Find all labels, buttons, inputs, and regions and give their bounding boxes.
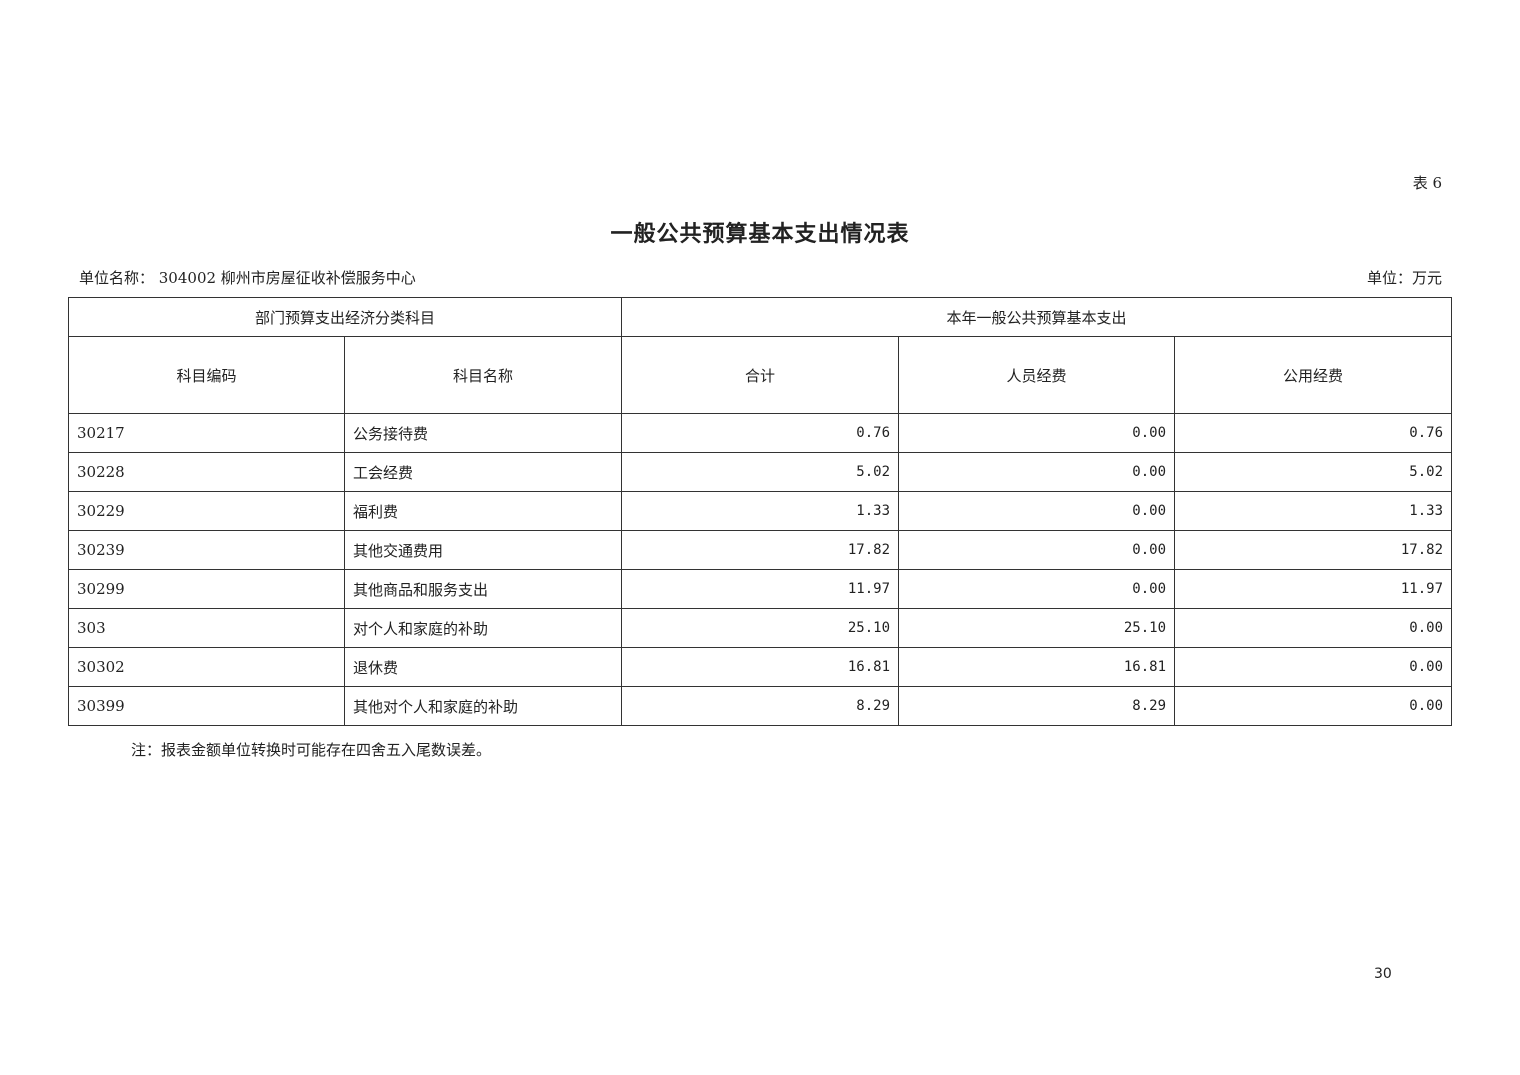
cell-code: 30399 bbox=[68, 686, 345, 726]
cell-public: 17.82 bbox=[1174, 530, 1453, 570]
cell-name: 退休费 bbox=[343, 647, 623, 687]
header-group-left: 部门预算支出经济分类科目 bbox=[67, 297, 623, 337]
cell-personnel: 8.29 bbox=[898, 686, 1176, 726]
page-title: 一般公共预算基本支出情况表 bbox=[610, 221, 910, 247]
column-header: 人员经费 bbox=[898, 336, 1176, 414]
unit-name: 单位名称： 304002 柳州市房屋征收补偿服务中心 bbox=[79, 269, 416, 287]
cell-name: 其他交通费用 bbox=[343, 530, 623, 570]
table-row: 30229 福利费 1.33 0.00 1.33 bbox=[68, 491, 1453, 531]
cell-total: 17.82 bbox=[621, 530, 900, 570]
cell-name: 其他商品和服务支出 bbox=[343, 569, 623, 609]
currency-unit: 单位：万元 bbox=[1366, 269, 1442, 287]
table-row: 30217 公务接待费 0.76 0.00 0.76 bbox=[68, 413, 1453, 453]
cell-code: 30239 bbox=[68, 530, 345, 570]
cell-code: 303 bbox=[68, 608, 345, 648]
cell-public: 0.00 bbox=[1174, 647, 1453, 687]
cell-public: 1.33 bbox=[1174, 491, 1453, 531]
cell-total: 5.02 bbox=[621, 452, 900, 492]
cell-personnel: 16.81 bbox=[898, 647, 1176, 687]
cell-total: 8.29 bbox=[621, 686, 900, 726]
column-header: 合计 bbox=[621, 336, 900, 414]
cell-code: 30299 bbox=[68, 569, 345, 609]
column-header: 科目编码 bbox=[68, 336, 345, 414]
header-group-right: 本年一般公共预算基本支出 bbox=[621, 297, 1453, 337]
header-group-row: 部门预算支出经济分类科目 本年一般公共预算基本支出 bbox=[67, 297, 1453, 337]
cell-code: 30217 bbox=[68, 413, 345, 453]
table-row: 30299 其他商品和服务支出 11.97 0.00 11.97 bbox=[68, 569, 1453, 609]
cell-total: 1.33 bbox=[621, 491, 900, 531]
cell-public: 0.76 bbox=[1174, 413, 1453, 453]
footnote: 注：报表金额单位转换时可能存在四舍五入尾数误差。 bbox=[131, 741, 492, 759]
cell-code: 30228 bbox=[68, 452, 345, 492]
cell-personnel: 0.00 bbox=[898, 569, 1176, 609]
column-header: 科目名称 bbox=[343, 336, 623, 414]
cell-name: 公务接待费 bbox=[343, 413, 623, 453]
page-number: 30 bbox=[1374, 966, 1392, 982]
table-row: 30399 其他对个人和家庭的补助 8.29 8.29 0.00 bbox=[68, 686, 1453, 726]
cell-total: 11.97 bbox=[621, 569, 900, 609]
column-header: 公用经费 bbox=[1174, 336, 1453, 414]
cell-public: 5.02 bbox=[1174, 452, 1453, 492]
cell-total: 16.81 bbox=[621, 647, 900, 687]
cell-name: 其他对个人和家庭的补助 bbox=[343, 686, 623, 726]
cell-name: 工会经费 bbox=[343, 452, 623, 492]
table-row: 30302 退休费 16.81 16.81 0.00 bbox=[68, 647, 1453, 687]
table-row: 30228 工会经费 5.02 0.00 5.02 bbox=[68, 452, 1453, 492]
cell-personnel: 0.00 bbox=[898, 530, 1176, 570]
header-row: 科目编码 科目名称 合计 人员经费 公用经费 bbox=[68, 336, 1453, 414]
cell-name: 福利费 bbox=[343, 491, 623, 531]
cell-personnel: 0.00 bbox=[898, 491, 1176, 531]
cell-public: 11.97 bbox=[1174, 569, 1453, 609]
table-number: 表 6 bbox=[1412, 174, 1442, 192]
cell-total: 0.76 bbox=[621, 413, 900, 453]
cell-name: 对个人和家庭的补助 bbox=[343, 608, 623, 648]
cell-total: 25.10 bbox=[621, 608, 900, 648]
table-row: 303 对个人和家庭的补助 25.10 25.10 0.00 bbox=[68, 608, 1453, 648]
cell-public: 0.00 bbox=[1174, 608, 1453, 648]
table-row: 30239 其他交通费用 17.82 0.00 17.82 bbox=[68, 530, 1453, 570]
cell-personnel: 0.00 bbox=[898, 413, 1176, 453]
budget-table: 部门预算支出经济分类科目 本年一般公共预算基本支出 科目编码 科目名称 合计 人… bbox=[67, 297, 1453, 726]
cell-public: 0.00 bbox=[1174, 686, 1453, 726]
cell-code: 30302 bbox=[68, 647, 345, 687]
cell-code: 30229 bbox=[68, 491, 345, 531]
cell-personnel: 25.10 bbox=[898, 608, 1176, 648]
cell-personnel: 0.00 bbox=[898, 452, 1176, 492]
